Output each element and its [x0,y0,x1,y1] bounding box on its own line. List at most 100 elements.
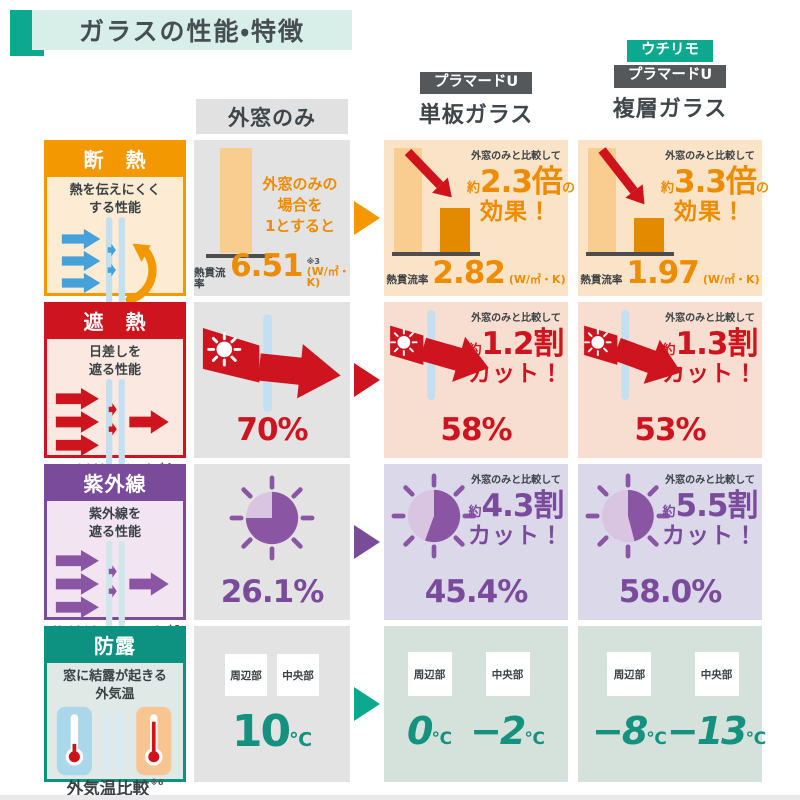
effect-label: 効果！ [674,199,746,226]
dew-center-column: 中央部 −13℃ [667,652,766,750]
dew-desc-line1: 窓に結露が起きる [63,669,167,684]
edge-temperature: 0℃ [407,712,452,750]
comparison-table: 断 熱 熱を伝えにくく する性能 [44,140,769,797]
insulation-desc-line2: する性能 [88,200,141,216]
dew-edge-column: 周辺部 −8℃ [592,652,667,750]
temperature-unit: ℃ [745,729,767,749]
uv-base-value: 26.1% [220,574,325,610]
cut-label: カット！ [662,361,758,388]
compare-ratio: 約3.3倍の [661,163,769,200]
right-arrow-icon-red [354,363,380,397]
approx-label: 約 [661,180,675,196]
shading-desc-line2: 遮る性能 [88,362,141,378]
cell-insulation-double: 外窓のみと比較して 約3.3倍の 効果！ 熱貫流率 1.97 (W/㎡・K) [578,140,769,296]
row-label-shading: 遮 熱 日差しを 遮る性能 [44,302,186,481]
dew-metric: 外気温比較 ※6 [66,778,164,799]
u-value-number: 6.51 [230,248,303,284]
column-header-single: プラマードU 単板ガラス [384,72,568,129]
ratio-value: 5.5割 [675,487,759,524]
u-value-label: 熱貫流率 [386,274,429,286]
shading-heat-arrows-icon [55,379,169,466]
edge-label-box: 周辺部 [225,654,267,696]
compare-note: 外窓のみと比較して [665,475,755,486]
shading-base-value: 70% [236,412,308,448]
row-label-uv: 紫外線 紫外線を 遮る性能 [44,464,186,643]
dew-edge-column: 周辺部 0℃ [407,652,452,750]
temperature-number: 10 [231,706,291,757]
uv-double-value: 58.0% [618,574,723,610]
ratio-value: 3.3倍 [674,163,757,200]
approx-label: 約 [468,504,482,520]
column-label-single: 単板ガラス [418,103,534,129]
row-body-dew: 窓に結露が起きる 外気温 [47,663,183,800]
row-title-dew: 防露 [47,629,183,663]
uv-desc-line2: 遮る性能 [88,524,141,540]
temperature-unit: ℃ [289,729,313,751]
base-caption-line1: 外窓のみの [262,175,338,193]
shading-double-value: 53% [634,412,706,448]
sun-pie-icon [391,473,477,559]
dew-metric-notes: ※6 [150,778,163,787]
flow-arrow-zone-uv [350,464,384,620]
page-title: ガラスの性能・特徴 [78,17,305,46]
cell-shading-double: 外窓のみと比較して 約1.3割 カット！ 53% [578,302,762,458]
compare-note: 外窓のみと比較して [471,313,561,324]
compare-ratio: 約1.2割 [467,325,565,362]
temperature-number: 0 [407,709,433,753]
uv-description: 紫外線を 遮る性能 [89,506,141,541]
dew-center-column: 中央部 −2℃ [470,652,545,750]
u-value-unit: (W/㎡・K) [508,273,566,286]
compare-text-uv-double: 外窓のみと比較して 約5.5割 カット！ [661,475,759,550]
compare-ratio: 約2.3倍の [467,165,575,199]
temperature-unit: ℃ [646,729,667,749]
footnote-mark-6: ※6 [150,778,164,788]
row-label-dew: 防露 窓に結露が起きる 外気温 [44,626,186,797]
center-label-box: 中央部 [694,652,739,696]
brand-badge-uchirimo: ウチリモ [627,40,713,63]
row-label-insulation: 断 熱 熱を伝えにくく する性能 [44,140,186,321]
temperature-unit: ℃ [431,729,453,749]
base-caption: 外窓のみの 場合を 1とすると [254,174,346,237]
page-title-band: ガラスの性能・特徴 [32,10,352,50]
edge-label-box: 周辺部 [607,652,652,696]
cell-dew-single: 周辺部 0℃ 中央部 −2℃ [384,626,568,782]
flow-arrow-zone-dew [350,626,384,782]
uv-single-value: 45.4% [424,574,529,610]
approx-label: 約 [662,342,676,358]
sun-arrow-cut-icon [390,310,489,401]
temperature-unit: ℃ [524,729,545,749]
u-value-base: 熱貫流率 6.51 ※3 (W/㎡・K) [194,251,350,289]
dew-desc-line2: 外気温 [95,686,135,702]
ratio-suffix: の [561,180,575,196]
ratio-value: 1.2割 [481,325,565,362]
cell-shading-base: 70% [194,302,350,458]
center-label-box: 中央部 [485,652,530,696]
flow-arrow-zone-insulation [350,140,384,296]
u-value-number: 1.97 [626,255,699,291]
dew-single-values: 周辺部 0℃ 中央部 −2℃ [384,626,568,750]
shading-single-value: 58% [440,412,512,448]
row-title-uv: 紫外線 [47,467,183,501]
cell-shading-single: 外窓のみと比較して 約1.2割 カット！ 58% [384,302,568,458]
u-value-double: 熱貫流率 1.97 (W/㎡・K) [578,258,762,289]
approx-label: 約 [468,342,482,358]
right-arrow-icon-purple [354,525,380,559]
edge-temperature: −8℃ [592,712,667,750]
cut-label: カット！ [662,523,758,550]
u-value-unit: (W/㎡・K) [702,273,760,286]
dew-metric-label: 外気温比較 [66,779,150,799]
u-value-label: 熱貫流率 [194,267,226,290]
u-value-single: 熱貫流率 2.82 (W/㎡・K) [384,258,568,289]
insulation-description: 熱を伝えにくく する性能 [70,182,161,217]
row-title-shading: 遮 熱 [47,305,183,339]
shading-description: 日差しを 遮る性能 [89,344,141,379]
dew-double-values: 周辺部 −8℃ 中央部 −13℃ [578,626,766,750]
row-title-insulation: 断 熱 [47,143,183,177]
cut-label: カット！ [468,361,564,388]
ratio-value: 1.3割 [675,325,759,362]
dew-description: 窓に結露が起きる 外気温 [63,668,167,703]
brand-badge-plamard-double: プラマードU [613,65,727,88]
dew-base-value: 10℃ [194,710,350,754]
compare-text-uv-single: 外窓のみと比較して 約4.3割 カット！ [467,475,565,548]
